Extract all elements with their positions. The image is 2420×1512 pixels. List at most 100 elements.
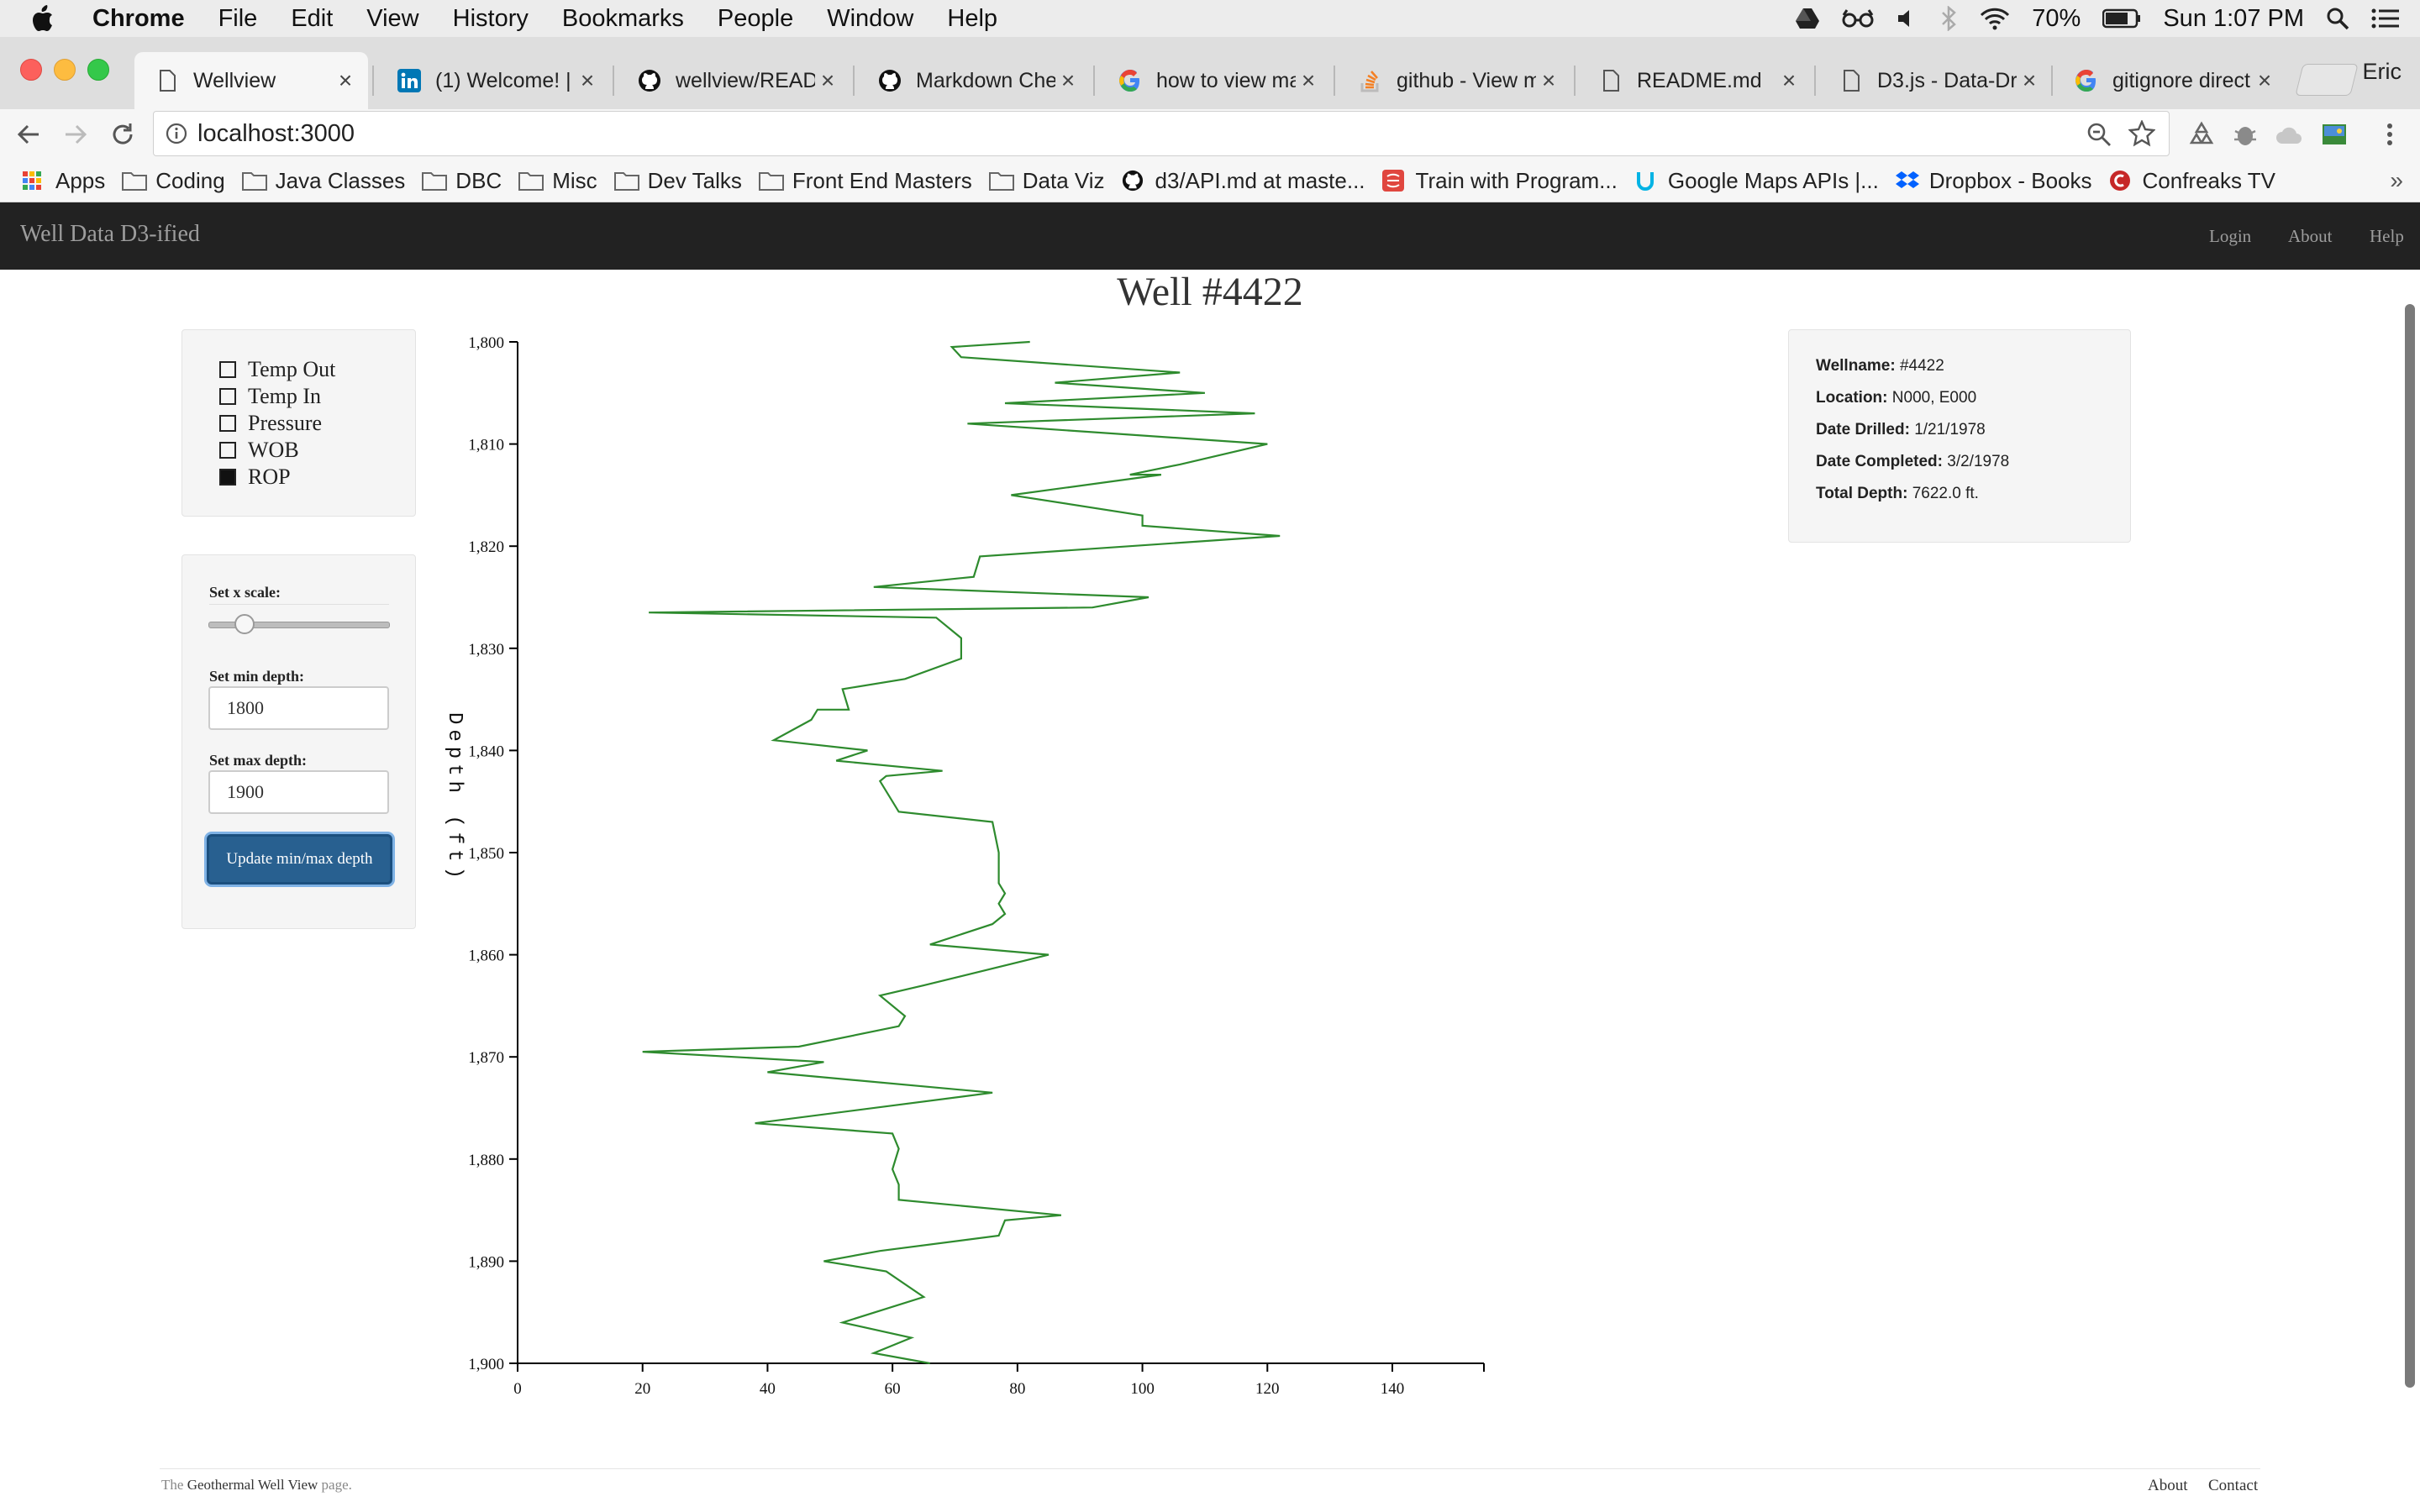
bookmark-star-icon[interactable]: [2128, 120, 2155, 147]
bookmark-folder-dev-talks[interactable]: Dev Talks: [613, 168, 742, 194]
folder-icon: [518, 171, 544, 191]
close-tab-icon[interactable]: ×: [338, 67, 353, 93]
bookmark-dropbox-books[interactable]: Dropbox - Books: [1895, 168, 2092, 194]
tab-stackoverflow[interactable]: github - View m ×: [1338, 52, 1571, 109]
close-tab-icon[interactable]: ×: [1301, 67, 1316, 93]
bookmark-d3-api[interactable]: d3/API.md at maste...: [1122, 168, 1365, 194]
close-tab-icon[interactable]: ×: [1781, 67, 1797, 93]
close-tab-icon[interactable]: ×: [1060, 67, 1076, 93]
tab-github-readme[interactable]: wellview/READM ×: [617, 52, 850, 109]
minimize-window-button[interactable]: [54, 59, 76, 81]
bookmark-folder-misc[interactable]: Misc: [518, 168, 597, 194]
back-arrow-icon[interactable]: [13, 119, 44, 150]
tab-title: Wellview: [193, 68, 276, 92]
close-window-button[interactable]: [20, 59, 42, 81]
bug-extension-icon[interactable]: [2230, 119, 2260, 150]
close-tab-icon[interactable]: ×: [1541, 67, 1556, 93]
zoom-icon[interactable]: [2086, 122, 2112, 147]
tab-google-search[interactable]: how to view ma ×: [1097, 52, 1331, 109]
x-scale-label: Set x scale:: [209, 584, 281, 601]
recycle-extension-icon[interactable]: [2186, 119, 2217, 150]
volume-icon[interactable]: [1896, 8, 1918, 29]
bookmark-folder-front-end-masters[interactable]: Front End Masters: [758, 168, 972, 194]
checkbox[interactable]: [219, 442, 236, 459]
footer-contact-link[interactable]: Contact: [2208, 1477, 2259, 1494]
spotlight-search-icon[interactable]: [2326, 7, 2349, 30]
info-value: #4422: [1899, 357, 1944, 375]
menu-file[interactable]: File: [218, 4, 258, 32]
menu-people[interactable]: People: [717, 4, 794, 32]
nav-about-link[interactable]: About: [2288, 226, 2333, 246]
bluetooth-icon[interactable]: [1939, 6, 1958, 31]
max-depth-input[interactable]: 1900: [208, 770, 389, 814]
checkbox-checked[interactable]: [219, 469, 236, 486]
address-bar[interactable]: localhost:3000: [153, 111, 2170, 156]
close-tab-icon[interactable]: ×: [580, 67, 595, 93]
apple-logo-icon[interactable]: [30, 5, 64, 32]
forward-arrow-icon[interactable]: [60, 119, 91, 150]
checkbox[interactable]: [219, 361, 236, 378]
kebab-menu-icon[interactable]: [2375, 119, 2405, 150]
min-depth-input[interactable]: 1800: [208, 686, 389, 730]
bookmark-folder-data-viz[interactable]: Data Viz: [988, 168, 1105, 194]
x-scale-slider-thumb[interactable]: [234, 614, 255, 634]
brand-link[interactable]: Well Data D3-ified: [20, 221, 200, 247]
menu-history[interactable]: History: [452, 4, 529, 32]
tab-wellview[interactable]: Wellview ×: [134, 52, 368, 109]
update-depth-button[interactable]: Update min/max depth: [207, 834, 392, 885]
series-toggle-wob[interactable]: WOB: [219, 438, 299, 463]
x-scale-slider-track[interactable]: [208, 622, 390, 628]
nav-login-link[interactable]: Login: [2209, 226, 2252, 246]
page-scrollbar[interactable]: [2405, 304, 2415, 1388]
close-tab-icon[interactable]: ×: [2022, 67, 2037, 93]
menu-help[interactable]: Help: [947, 4, 998, 32]
bookmark-label: Coding: [155, 167, 225, 193]
reload-icon[interactable]: [108, 119, 138, 150]
tab-markdown-cheatsheet[interactable]: Markdown Chea ×: [857, 52, 1091, 109]
battery-icon[interactable]: [2102, 8, 2141, 29]
bookmark-folder-java-classes[interactable]: Java Classes: [241, 168, 405, 194]
image-extension-icon[interactable]: [2319, 119, 2349, 150]
y-tick-label: 1,870: [468, 1049, 504, 1067]
cloud-extension-icon[interactable]: [2274, 119, 2304, 150]
menu-edit[interactable]: Edit: [291, 4, 334, 32]
info-label: Date Completed:: [1816, 453, 1943, 470]
profile-name[interactable]: Eric: [2362, 59, 2402, 84]
series-toggle-rop[interactable]: ROP: [219, 465, 291, 490]
menu-view[interactable]: View: [366, 4, 419, 32]
checkbox[interactable]: [219, 388, 236, 405]
google-drive-icon[interactable]: [1795, 7, 1820, 30]
info-icon[interactable]: [166, 123, 187, 144]
notification-center-icon[interactable]: [2371, 8, 2400, 29]
more-bookmarks-chevron[interactable]: »: [2390, 167, 2403, 193]
nav-help-link[interactable]: Help: [2370, 226, 2404, 246]
zoom-window-button[interactable]: [87, 59, 109, 81]
info-label: Date Drilled:: [1816, 421, 1910, 438]
series-toggle-temp-out[interactable]: Temp Out: [219, 357, 335, 382]
wifi-icon[interactable]: [1980, 7, 2010, 30]
bookmark-train-with-programming[interactable]: Train with Program...: [1381, 168, 1618, 194]
tab-linkedin[interactable]: (1) Welcome! | ×: [376, 52, 610, 109]
menu-window[interactable]: Window: [827, 4, 914, 32]
glasses-icon[interactable]: [1842, 8, 1874, 29]
bookmarks-bar: Apps Coding Java Classes DBC Misc Dev Ta…: [0, 160, 2420, 202]
close-tab-icon[interactable]: ×: [820, 67, 835, 93]
series-toggle-pressure[interactable]: Pressure: [219, 411, 322, 436]
series-toggle-temp-in[interactable]: Temp In: [219, 384, 321, 409]
bookmark-folder-coding[interactable]: Coding: [122, 167, 225, 194]
bookmark-confreaks-tv[interactable]: Confreaks TV: [2109, 168, 2275, 194]
bookmark-google-maps-apis[interactable]: Google Maps APIs |...: [1634, 168, 1879, 194]
menu-app-name[interactable]: Chrome: [92, 4, 185, 32]
udacity-icon: [1634, 171, 1660, 191]
tab-d3js[interactable]: D3.js - Data-Dr ×: [1818, 52, 2052, 109]
tab-gitignore[interactable]: gitignore direct ×: [2054, 52, 2287, 109]
bookmark-folder-dbc[interactable]: DBC: [422, 168, 502, 194]
clock[interactable]: Sun 1:07 PM: [2163, 4, 2304, 32]
footer-about-link[interactable]: About: [2148, 1477, 2188, 1494]
info-value: N000, E000: [1891, 389, 1977, 407]
menu-bookmarks[interactable]: Bookmarks: [561, 4, 684, 32]
close-tab-icon[interactable]: ×: [2257, 67, 2272, 93]
tab-readme-md[interactable]: README.md ×: [1578, 52, 1812, 109]
bookmark-apps[interactable]: Apps: [22, 168, 105, 194]
checkbox[interactable]: [219, 415, 236, 432]
